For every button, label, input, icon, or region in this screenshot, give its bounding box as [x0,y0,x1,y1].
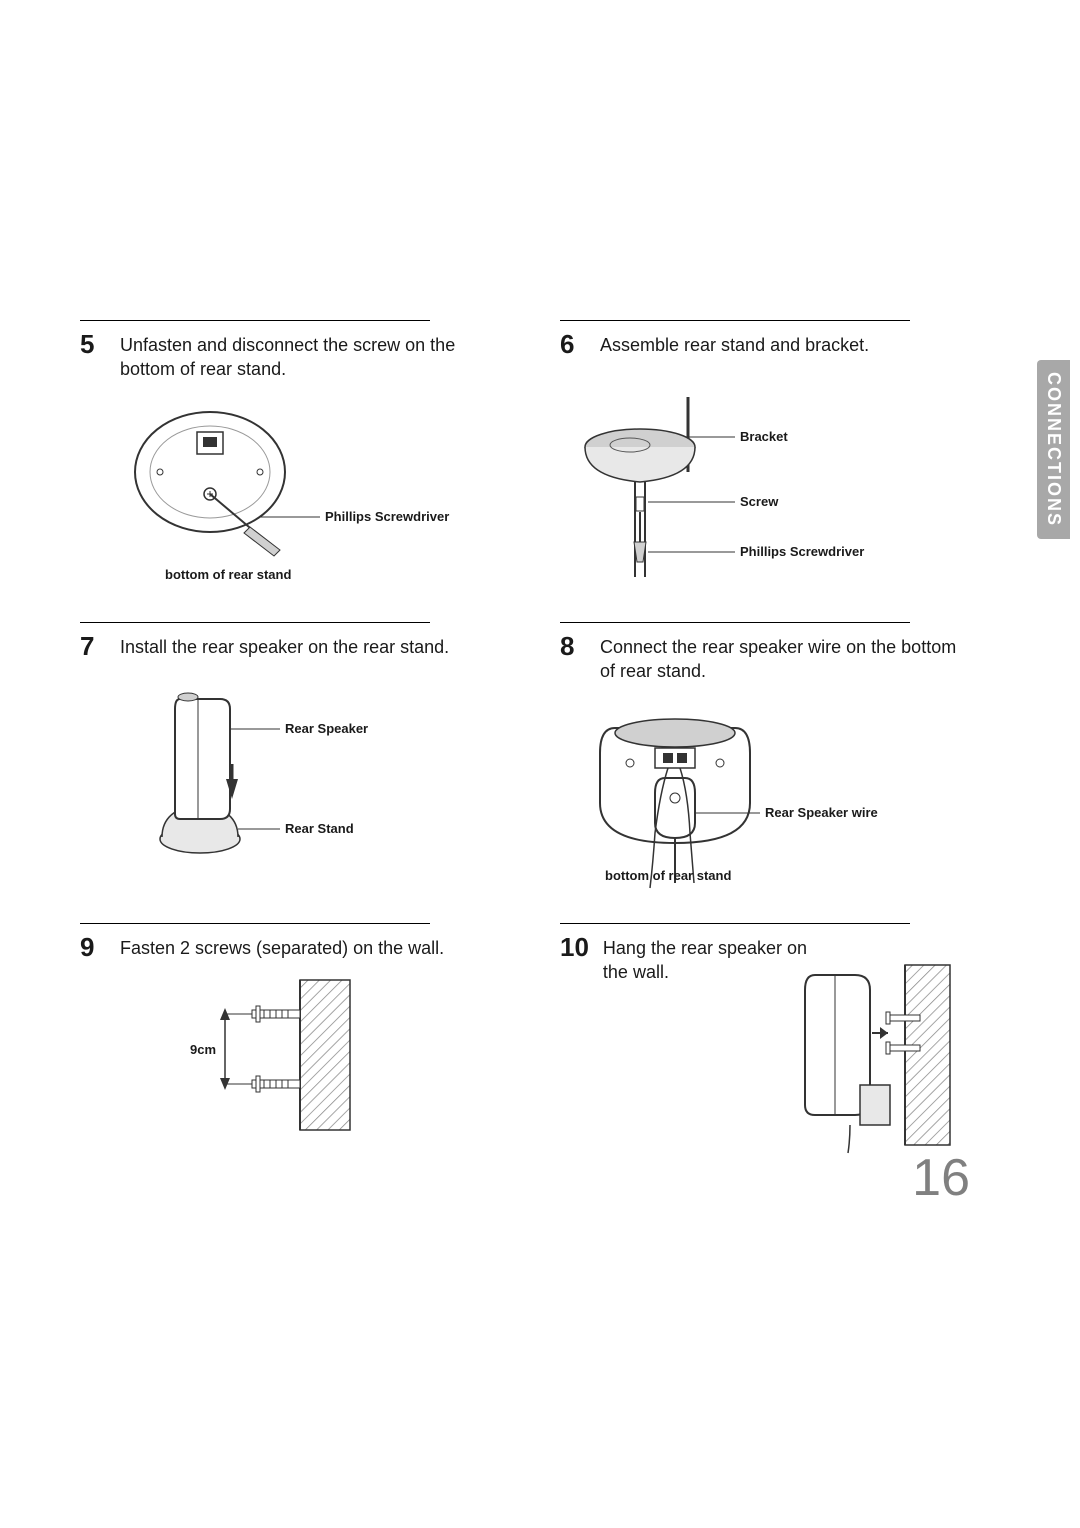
step-row-3: 9 Fasten 2 screws (separated) on the wal… [80,923,1000,1170]
step-text: Assemble rear stand and bracket. [600,331,869,357]
page-number: 16 [912,1148,970,1208]
diagram-step6: Bracket Screw Phillips Screwdriver [560,367,970,567]
divider [560,923,910,924]
step-10-block: 10 Hang the rear speaker on the wall. [560,923,970,1170]
divider [560,320,910,321]
label-phillips-screwdriver: Phillips Screwdriver [325,509,449,524]
label-rear-speaker: Rear Speaker [285,721,368,736]
step-9-block: 9 Fasten 2 screws (separated) on the wal… [80,923,490,1170]
diagram-step7: Rear Speaker Rear Stand [80,669,490,869]
label-bottom-of-rear-stand: bottom of rear stand [165,567,291,582]
step-number: 7 [80,633,106,659]
label-bottom-of-rear-stand: bottom of rear stand [605,868,731,883]
step-7-block: 7 Install the rear speaker on the rear s… [80,622,490,894]
step-6-block: 6 Assemble rear stand and bracket. [560,320,970,592]
step-number: 8 [560,633,586,659]
label-rear-stand: Rear Stand [285,821,354,836]
diagram-step8: Rear Speaker wire bottom of rear stand [560,693,970,893]
diagram-step10 [560,955,970,1155]
divider [80,923,430,924]
label-9cm: 9cm [190,1042,216,1057]
step-number: 6 [560,331,586,357]
divider [560,622,910,623]
label-rear-speaker-wire: Rear Speaker wire [765,805,878,820]
step-number: 5 [80,331,106,357]
step-text: Fasten 2 screws (separated) on the wall. [120,934,444,960]
manual-page: 5 Unfasten and disconnect the screw on t… [80,320,1000,1200]
step-text: Connect the rear speaker wire on the bot… [600,633,970,684]
divider [80,320,430,321]
divider [80,622,430,623]
step-row-1: 5 Unfasten and disconnect the screw on t… [80,320,1000,592]
step-row-2: 7 Install the rear speaker on the rear s… [80,622,1000,894]
diagram-step5: Phillips Screwdriver bottom of rear stan… [80,392,490,592]
label-screw: Screw [740,494,778,509]
step-8-block: 8 Connect the rear speaker wire on the b… [560,622,970,894]
step-text: Unfasten and disconnect the screw on the… [120,331,490,382]
step-5-block: 5 Unfasten and disconnect the screw on t… [80,320,490,592]
label-phillips-screwdriver: Phillips Screwdriver [740,544,864,559]
diagram-step9: 9cm [80,970,490,1170]
step-text: Install the rear speaker on the rear sta… [120,633,449,659]
section-tab: CONNECTIONS [1037,360,1070,539]
label-bracket: Bracket [740,429,788,444]
step-number: 9 [80,934,106,960]
